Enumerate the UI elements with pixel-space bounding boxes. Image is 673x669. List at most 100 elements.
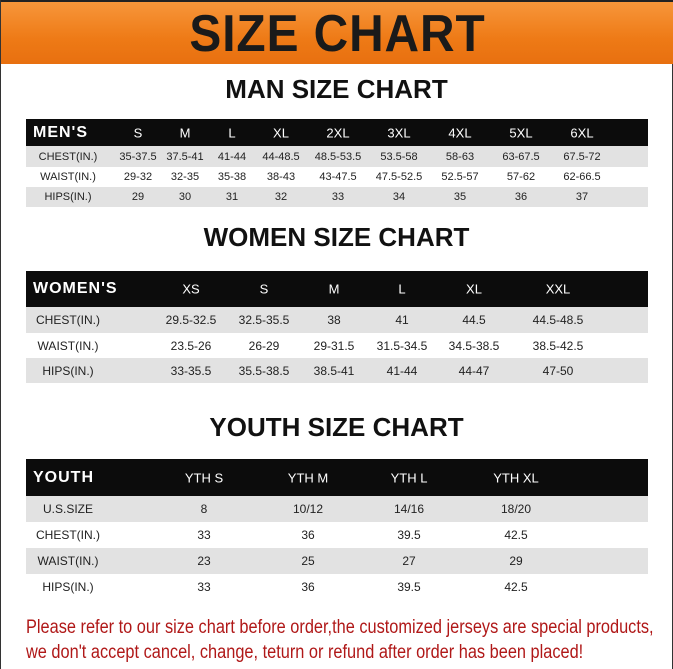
- size-header: 5XL: [509, 125, 533, 140]
- measurement-value: 42.5: [504, 580, 528, 594]
- size-header: 4XL: [448, 125, 472, 140]
- measurement-value: 10/12: [292, 502, 324, 516]
- measurement-value: 35.5-38.5: [238, 363, 290, 378]
- size-header: YTH L: [390, 470, 428, 485]
- measurement-value: 38.5-42.5: [532, 338, 584, 353]
- size-header: YTH S: [184, 470, 224, 485]
- notice-line-1: Please refer to our size chart before or…: [26, 617, 654, 638]
- table-row: WAIST(IN.) 29-32 32-35 35-38 38-43 43-47.5 47.…: [26, 167, 648, 187]
- measurement-value: 34: [392, 191, 406, 203]
- measurement-value: 43-47.5: [319, 171, 357, 183]
- measurement-value: 48.5-53.5: [314, 150, 362, 163]
- measurement-value: 32-35: [170, 171, 200, 183]
- measurement-value: 58-63: [445, 150, 475, 163]
- men-size-chart-title: MAN SIZE CHART: [225, 74, 448, 104]
- measurement-label: WAIST(IN.): [37, 554, 99, 568]
- measurement-value: 27: [402, 554, 416, 568]
- banner-title: SIZE CHART: [189, 5, 486, 63]
- measurement-label: WAIST(IN.): [37, 338, 99, 353]
- table-row: CHEST(IN.) 29.5-32.5 32.5-35.5 38 41 44.5 44.5…: [26, 307, 648, 333]
- measurement-value: 38-43: [266, 171, 296, 183]
- measurement-value: 53.5-58: [380, 150, 418, 163]
- measurement-value: 35: [453, 191, 467, 203]
- measurement-value: 52.5-57: [441, 171, 479, 183]
- measurement-value: 44-47: [458, 363, 490, 378]
- measurement-label: CHEST(IN.): [38, 150, 98, 163]
- table-header-row: MEN'S S M L XL 2XL 3XL 4XL 5XL 6XL: [26, 119, 648, 146]
- table-row: HIPS(IN.) 33-35.5 35.5-38.5 38.5-41 41-44 44-…: [26, 358, 648, 383]
- measurement-value: 63-67.5: [502, 150, 540, 163]
- size-header: 3XL: [387, 125, 411, 140]
- measurement-value: 18/20: [500, 502, 532, 516]
- table-row: CHEST(IN.) 35-37.5 37.5-41 41-44 44-48.5 48.5…: [26, 146, 648, 167]
- size-header: YTH M: [287, 470, 329, 485]
- measurement-value: 35-38: [217, 171, 247, 183]
- size-header: M: [179, 125, 191, 140]
- measurement-value: 39.5: [397, 580, 421, 594]
- size-header: 2XL: [326, 125, 350, 140]
- measurement-value: 29: [509, 554, 523, 568]
- table-row: HIPS(IN.) 33 36 39.5 42.5: [26, 574, 648, 600]
- measurement-value: 25: [301, 554, 315, 568]
- measurement-label: U.S.SIZE: [42, 502, 94, 516]
- measurement-value: 37.5-41: [166, 150, 204, 163]
- measurement-label: WAIST(IN.): [40, 171, 96, 183]
- measurement-value: 33: [331, 191, 345, 203]
- table-row: U.S.SIZE 8 10/12 14/16 18/20: [26, 496, 648, 522]
- measurement-value: 36: [514, 191, 528, 203]
- measurement-value: 23.5-26: [170, 338, 212, 353]
- measurement-value: 62-66.5: [563, 171, 601, 183]
- measurement-value: 38.5-41: [313, 363, 355, 378]
- measurement-value: 36: [301, 528, 315, 542]
- table-row: CHEST(IN.) 33 36 39.5 42.5: [26, 522, 648, 548]
- table-row: HIPS(IN.) 29 30 31 32 33 34 35 36 37: [26, 187, 648, 207]
- measurement-value: 47-50: [542, 363, 574, 378]
- measurement-value: 41-44: [217, 150, 247, 163]
- notice-line-2: we don't accept cancel, change, teturn o…: [26, 642, 584, 663]
- measurement-value: 29: [131, 191, 145, 203]
- size-header: L: [228, 125, 236, 140]
- measurement-value: 34.5-38.5: [448, 338, 500, 353]
- size-header: YTH XL: [493, 470, 539, 485]
- measurement-value: 44-48.5: [262, 150, 300, 163]
- measurement-label: CHEST(IN.): [36, 528, 100, 542]
- size-header: XL: [273, 125, 289, 140]
- measurement-value: 14/16: [393, 502, 425, 516]
- measurement-value: 33: [197, 528, 211, 542]
- measurement-value: 44.5: [462, 313, 486, 327]
- measurement-value: 31: [225, 191, 239, 203]
- measurement-label: HIPS(IN.): [42, 363, 94, 378]
- women-size-table: WOMEN'S XS S M L XL XXL CHEST(IN.) 29.5-32.5 32.5…: [26, 271, 648, 383]
- table-row: WAIST(IN.) 23.5-26 26-29 29-31.5 31.5-34.5 34…: [26, 333, 648, 358]
- size-header: S: [259, 281, 269, 297]
- table-header-label: MEN'S: [33, 123, 89, 141]
- measurement-value: 26-29: [248, 338, 280, 353]
- size-chart-banner: SIZE CHART: [1, 0, 673, 64]
- size-header: S: [133, 125, 143, 140]
- size-header: M: [328, 281, 340, 297]
- measurement-value: 35-37.5: [119, 150, 157, 163]
- youth-size-chart-title: YOUTH SIZE CHART: [209, 412, 464, 442]
- measurement-value: 36: [301, 580, 315, 594]
- table-header-label: WOMEN'S: [33, 280, 118, 297]
- measurement-value: 29-32: [123, 171, 153, 183]
- table-header-label: YOUTH: [33, 468, 94, 486]
- measurement-label: HIPS(IN.): [44, 191, 92, 203]
- measurement-value: 67.5-72: [563, 150, 601, 163]
- size-header: 6XL: [570, 125, 594, 140]
- measurement-value: 39.5: [397, 528, 421, 542]
- size-header: L: [398, 281, 406, 297]
- measurement-value: 57-62: [506, 171, 536, 183]
- women-size-chart-title: WOMEN SIZE CHART: [203, 222, 470, 252]
- men-size-table: MEN'S S M L XL 2XL 3XL 4XL 5XL 6XL CHEST(IN.) 35-37…: [26, 119, 648, 207]
- measurement-value: 29.5-32.5: [165, 313, 217, 327]
- measurement-value: 33-35.5: [170, 363, 212, 378]
- measurement-value: 44.5-48.5: [532, 313, 584, 327]
- measurement-value: 31.5-34.5: [376, 338, 428, 353]
- measurement-value: 29-31.5: [313, 338, 355, 353]
- table-header-row: WOMEN'S XS S M L XL XXL: [26, 271, 648, 307]
- measurement-value: 47.5-52.5: [375, 171, 423, 183]
- measurement-value: 30: [178, 191, 192, 203]
- table-header-row: YOUTH YTH S YTH M YTH L YTH XL: [26, 459, 648, 496]
- measurement-value: 37: [575, 191, 589, 203]
